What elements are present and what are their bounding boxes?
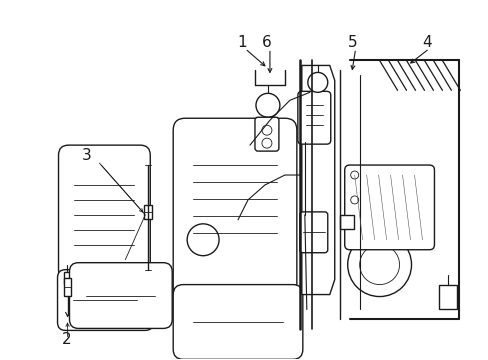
- Bar: [63, 278, 71, 296]
- Bar: [339, 215, 353, 229]
- Text: 2: 2: [61, 332, 71, 347]
- Circle shape: [350, 171, 358, 179]
- Text: 3: 3: [81, 148, 91, 163]
- Circle shape: [255, 93, 279, 117]
- Circle shape: [307, 72, 327, 92]
- FancyBboxPatch shape: [254, 117, 278, 151]
- FancyBboxPatch shape: [59, 145, 150, 280]
- Circle shape: [187, 224, 219, 256]
- Text: 6: 6: [262, 35, 271, 50]
- FancyBboxPatch shape: [58, 270, 153, 330]
- Circle shape: [347, 233, 411, 297]
- Bar: [63, 272, 70, 284]
- FancyBboxPatch shape: [173, 285, 302, 359]
- Text: 5: 5: [347, 35, 357, 50]
- FancyBboxPatch shape: [344, 165, 433, 250]
- Bar: [439, 285, 456, 310]
- Bar: [144, 205, 152, 219]
- Text: 4: 4: [422, 35, 431, 50]
- Circle shape: [262, 125, 271, 135]
- Circle shape: [350, 196, 358, 204]
- FancyBboxPatch shape: [173, 118, 296, 302]
- Text: 1: 1: [237, 35, 246, 50]
- Polygon shape: [301, 66, 334, 294]
- Circle shape: [359, 245, 399, 285]
- Circle shape: [262, 138, 271, 148]
- FancyBboxPatch shape: [299, 212, 327, 253]
- FancyBboxPatch shape: [297, 91, 330, 144]
- FancyBboxPatch shape: [69, 263, 172, 328]
